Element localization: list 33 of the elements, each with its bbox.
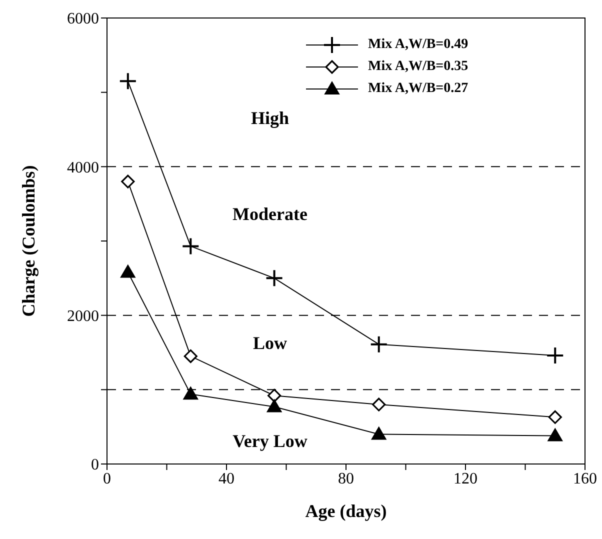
y-tick-label: 2000 xyxy=(67,308,99,326)
point xyxy=(183,386,198,400)
point xyxy=(120,264,136,278)
annotation: Very Low xyxy=(232,430,308,452)
annotation: High xyxy=(250,107,290,129)
point xyxy=(121,174,135,188)
point xyxy=(268,388,282,402)
point xyxy=(182,237,200,256)
x-tick-label: 80 xyxy=(338,470,354,488)
x-tick-label: 120 xyxy=(454,470,478,488)
x-tick-label: 0 xyxy=(103,470,111,488)
point xyxy=(370,335,388,354)
y-axis-title: Charge (Coulombs) xyxy=(18,165,38,317)
x-tick-label: 160 xyxy=(573,470,597,488)
annotation: Low xyxy=(252,332,288,354)
y-tick-label: 4000 xyxy=(67,159,99,176)
x-axis-title: Age (days) xyxy=(305,501,387,521)
x-tick-label: 40 xyxy=(218,470,234,488)
point xyxy=(371,426,386,440)
legend-label: Mix A,W/B=0.35 xyxy=(368,59,468,75)
point xyxy=(184,349,198,364)
annotation: Moderate xyxy=(232,203,308,225)
y-tick-label: 6000 xyxy=(67,10,99,28)
y-tick-label: 0 xyxy=(91,456,99,474)
legend-label: Mix A,W/B=0.49 xyxy=(368,37,468,53)
legend-label: Mix A,W/B=0.27 xyxy=(368,81,468,97)
point xyxy=(548,410,562,424)
point xyxy=(548,428,563,442)
point xyxy=(546,346,564,364)
point xyxy=(118,72,137,90)
point xyxy=(265,269,284,288)
point xyxy=(372,398,386,412)
point xyxy=(266,399,282,412)
